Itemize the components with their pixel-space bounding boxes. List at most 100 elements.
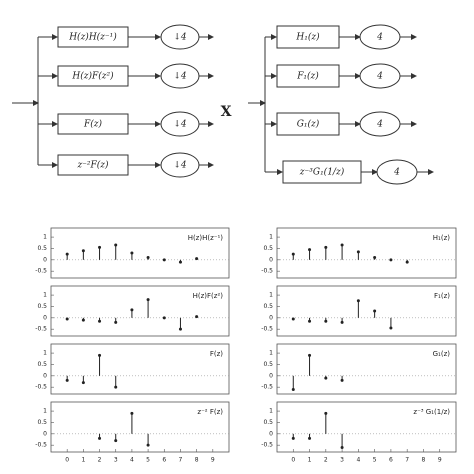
- stem-marker: [291, 317, 295, 321]
- x-tick-label: 7: [179, 457, 183, 464]
- stem-marker: [389, 258, 393, 262]
- stem-marker: [146, 256, 150, 260]
- x-tick-label: 2: [324, 457, 328, 464]
- y-tick-label: 1: [269, 350, 273, 357]
- x-tick-label: 4: [130, 457, 134, 464]
- stem-marker: [114, 439, 118, 443]
- x-tick-label: 5: [373, 457, 377, 464]
- stem-marker: [324, 376, 328, 380]
- plot-frame: [276, 401, 457, 453]
- plot-label: F₁(z): [434, 292, 450, 300]
- x-tick-label: 3: [114, 457, 118, 464]
- filter-label: G₁(z): [297, 119, 320, 130]
- stem-marker: [98, 353, 102, 357]
- plot-frame: [50, 401, 230, 453]
- stem-marker: [114, 320, 118, 324]
- stem-marker: [130, 411, 134, 415]
- stem-marker: [324, 245, 328, 249]
- x-tick-label: 8: [422, 457, 426, 464]
- stem-marker: [162, 258, 166, 262]
- downsampler-label: ↓4: [173, 120, 187, 130]
- stem-marker: [340, 378, 344, 382]
- stem-marker: [98, 245, 102, 249]
- y-tick-label: 0.5: [37, 419, 47, 426]
- stem-marker: [130, 308, 134, 312]
- filter-label: F₁(z): [296, 71, 319, 82]
- plot-frame: [50, 285, 230, 337]
- stem-marker: [114, 385, 118, 389]
- stem-marker: [356, 299, 360, 303]
- x-tick-label: 1: [308, 457, 312, 464]
- y-tick-label: 0: [269, 314, 273, 321]
- x-tick-label: 8: [195, 457, 199, 464]
- stem-marker: [308, 436, 312, 440]
- stem-marker: [81, 318, 85, 322]
- plot-label: H(z)F(z²): [193, 292, 224, 300]
- stem-marker: [373, 256, 377, 260]
- y-tick-label: 0: [43, 372, 47, 379]
- filter-label: z⁻²F(z): [76, 160, 109, 171]
- plot-label: H₁(z): [433, 234, 450, 242]
- y-tick-label: 1: [269, 234, 273, 241]
- y-tick-label: -0.5: [261, 384, 273, 391]
- plot-label: F(z): [210, 350, 223, 358]
- y-tick-label: 1: [43, 292, 47, 299]
- stem-marker: [178, 327, 182, 331]
- filter-label: H(z)F(z²): [71, 71, 114, 82]
- downsampler-label: 4: [376, 33, 383, 43]
- stem-marker: [65, 252, 69, 256]
- stem-marker: [195, 315, 199, 319]
- stem-marker: [178, 260, 182, 264]
- stem-marker: [195, 257, 199, 261]
- x-tick-label: 0: [291, 457, 295, 464]
- stem-marker: [98, 436, 102, 440]
- y-tick-label: 0.5: [263, 361, 273, 368]
- y-tick-label: 0.5: [263, 419, 273, 426]
- filter-label: F(z): [83, 119, 102, 130]
- y-tick-label: -0.5: [35, 384, 47, 391]
- y-tick-label: 0.5: [37, 361, 47, 368]
- y-tick-label: -0.5: [35, 326, 47, 333]
- stem-marker: [98, 319, 102, 323]
- stem-marker: [308, 319, 312, 323]
- y-tick-label: -0.5: [261, 268, 273, 275]
- y-tick-label: 1: [43, 350, 47, 357]
- y-tick-label: -0.5: [35, 268, 47, 275]
- stem-marker: [114, 243, 118, 247]
- plot-label: z⁻³ G₁(1/z): [413, 408, 450, 416]
- y-tick-label: 1: [269, 408, 273, 415]
- x-tick-label: 7: [405, 457, 409, 464]
- downsampler-label: 4: [393, 168, 400, 178]
- stem-marker: [81, 381, 85, 385]
- y-tick-label: 0: [269, 372, 273, 379]
- x-tick-label: 6: [389, 457, 393, 464]
- y-tick-label: 0.5: [263, 245, 273, 252]
- operator: X: [221, 104, 232, 120]
- stem-marker: [146, 298, 150, 302]
- stem-marker: [405, 260, 409, 264]
- x-tick-label: 9: [438, 457, 442, 464]
- plot-frame: [276, 343, 457, 395]
- stem-marker: [373, 309, 377, 313]
- y-tick-label: 1: [269, 292, 273, 299]
- x-tick-label: 6: [162, 457, 166, 464]
- y-tick-label: 0.5: [37, 303, 47, 310]
- downsampler-label: ↓4: [173, 161, 187, 171]
- stem-marker: [356, 250, 360, 254]
- x-tick-label: 2: [98, 457, 102, 464]
- filter-label: H(z)H(z⁻¹): [68, 32, 117, 43]
- stem-marker: [308, 353, 312, 357]
- x-tick-label: 1: [81, 457, 85, 464]
- y-tick-label: -0.5: [261, 326, 273, 333]
- stem-marker: [291, 252, 295, 256]
- y-tick-label: 0: [43, 314, 47, 321]
- stem-marker: [291, 436, 295, 440]
- downsampler-label: ↓4: [173, 33, 187, 43]
- y-tick-label: 0: [43, 430, 47, 437]
- plot-label: z⁻² F(z): [197, 408, 223, 416]
- stem-marker: [65, 378, 69, 382]
- stem-marker: [389, 326, 393, 330]
- stem-marker: [291, 387, 295, 391]
- downsampler-label: 4: [376, 120, 383, 130]
- x-tick-label: 4: [356, 457, 360, 464]
